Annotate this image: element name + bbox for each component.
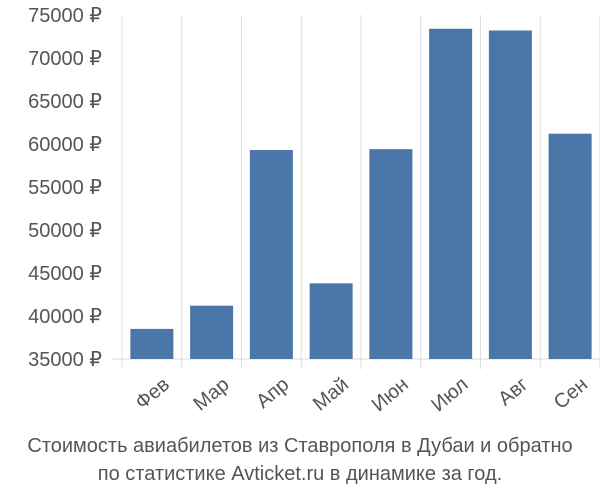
- y-tick-label: 45000 ₽: [28, 263, 102, 285]
- bars: [130, 28, 592, 359]
- bar-1: [130, 328, 174, 359]
- x-category-label: Фев: [131, 373, 173, 414]
- bar-5: [369, 149, 413, 359]
- bar-7: [488, 30, 532, 359]
- bar-3: [249, 150, 293, 359]
- bar-chart: 35000 ₽ 40000 ₽ 45000 ₽ 50000 ₽ 55000 ₽ 60000…: [28, 5, 600, 416]
- x-category-label: Июн: [368, 373, 413, 416]
- chart-caption-line-1: Стоимость авиабилетов из Ставрополя в Ду…: [27, 435, 573, 457]
- bar-8: [548, 133, 592, 359]
- chart-caption-line-2: по статистике Avticket.ru в динамике за …: [97, 463, 503, 485]
- x-axis-category-labels: Фев Мар Апр Май Июн Июл Авг Сен: [131, 373, 592, 416]
- bar-2: [190, 305, 234, 359]
- x-category-label: Авг: [494, 373, 532, 410]
- y-tick-label: 35000 ₽: [28, 349, 102, 371]
- y-tick-label: 60000 ₽: [28, 134, 102, 156]
- y-tick-label: 40000 ₽: [28, 306, 102, 328]
- y-tick-label: 50000 ₽: [28, 220, 102, 242]
- x-category-label: Апр: [252, 373, 293, 413]
- x-category-label: Май: [309, 373, 353, 415]
- x-category-label: Июл: [427, 373, 472, 416]
- x-category-label: Мар: [189, 373, 233, 415]
- x-category-label: Сен: [550, 373, 592, 413]
- y-tick-label: 65000 ₽: [28, 91, 102, 113]
- y-tick-label: 55000 ₽: [28, 177, 102, 199]
- y-tick-label: 75000 ₽: [28, 5, 102, 27]
- y-tick-label: 70000 ₽: [28, 48, 102, 70]
- bar-6: [429, 28, 473, 359]
- bar-4: [309, 283, 353, 359]
- y-axis-tick-labels: 35000 ₽ 40000 ₽ 45000 ₽ 50000 ₽ 55000 ₽ 60000…: [28, 5, 102, 371]
